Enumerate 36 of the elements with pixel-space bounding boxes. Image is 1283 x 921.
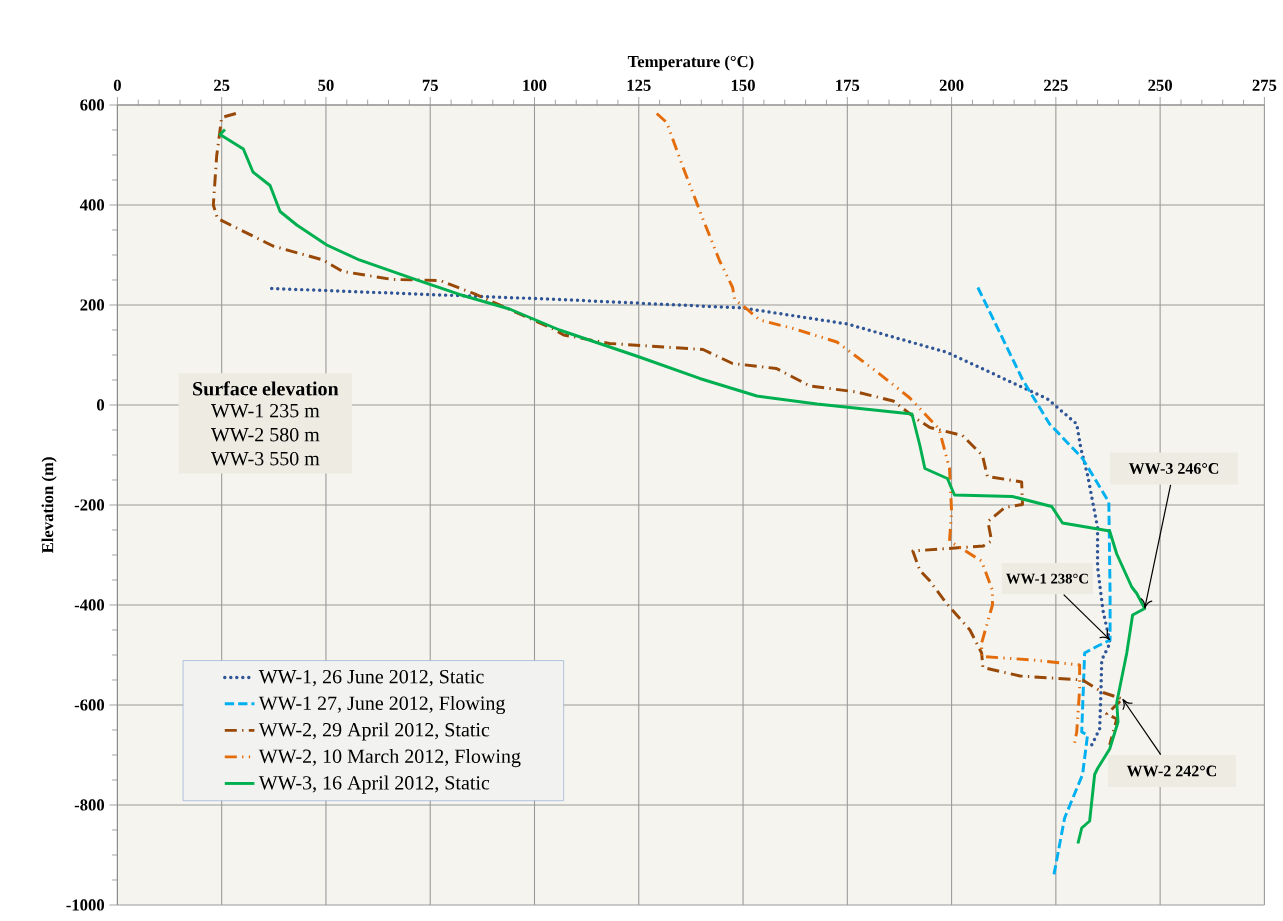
x-tick-label: 275 xyxy=(1252,79,1277,91)
x-tick-label: 50 xyxy=(318,79,334,91)
y-tick-label: 0 xyxy=(96,399,105,411)
line-series xyxy=(976,286,1112,877)
annotation: WW-3 550 m xyxy=(210,451,320,466)
annotation: WW-2 580 m xyxy=(210,427,320,442)
annotation: WW-2 242°C xyxy=(1126,765,1217,777)
x-tick-label: 200 xyxy=(939,79,964,91)
y-tick-label: -400 xyxy=(74,599,105,611)
y-tick-label: -200 xyxy=(74,499,105,511)
x-tick-label: 175 xyxy=(836,79,860,91)
x-tick-label: 100 xyxy=(523,79,547,91)
x-axis-title: Temperature (°C) xyxy=(627,55,754,71)
annotation: WW-3 246°C xyxy=(1128,463,1219,474)
y-axis-title: Elevation (m) xyxy=(41,457,57,554)
y-tick-label: 400 xyxy=(79,199,105,211)
y-tick-label: -800 xyxy=(74,799,105,811)
y-tick-label: 600 xyxy=(80,99,105,111)
legend-label: WW-3, 16 April 2012, Static xyxy=(258,775,490,794)
legend-label: WW-2, 10 March 2012, Flowing xyxy=(258,748,521,768)
x-tick-label: 225 xyxy=(1044,79,1068,91)
y-tick-label: -1000 xyxy=(66,899,105,911)
x-tick-label: 0 xyxy=(113,79,121,91)
x-tick-label: 250 xyxy=(1148,79,1172,91)
legend-label: WW-1, 26 June 2012, Static xyxy=(258,669,484,687)
y-tick-label: -600 xyxy=(74,699,105,711)
annotation: Surface elevation xyxy=(193,381,339,396)
annotation: WW-1 235 m xyxy=(210,403,320,418)
annotation: WW-1 238°C xyxy=(1006,573,1088,584)
legend-label: WW-1 27, June 2012, Flowing xyxy=(258,695,506,715)
x-tick-label: 25 xyxy=(214,79,230,91)
y-tick-label: 200 xyxy=(80,299,105,311)
legend-label: WW-2, 29 April 2012, Static xyxy=(258,722,490,741)
x-tick-label: 125 xyxy=(627,79,651,91)
x-tick-label: 150 xyxy=(731,79,755,91)
x-tick-label: 75 xyxy=(422,79,438,91)
